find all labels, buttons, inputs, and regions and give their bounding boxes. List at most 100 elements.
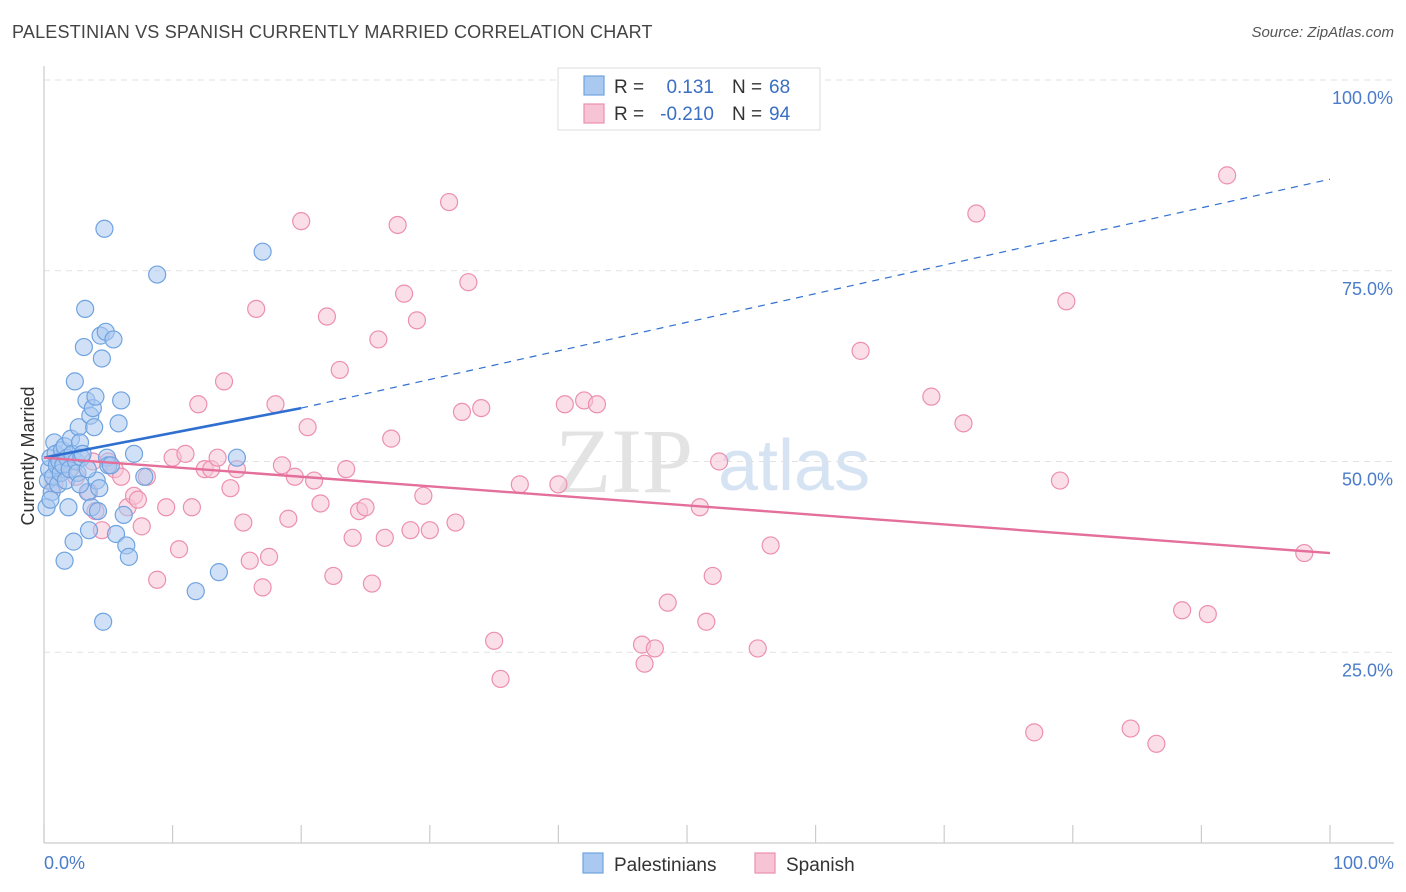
stats-legend-r-label-spanish: R =	[614, 104, 644, 125]
palestinians-point-67	[41, 490, 60, 509]
spanish-point-80	[761, 536, 780, 555]
spanish-point-59	[439, 192, 459, 212]
palestinians-point-60	[209, 563, 228, 582]
spanish-point-63	[472, 398, 491, 418]
palestinians-point-53	[114, 505, 133, 525]
spanish-point-85	[1025, 723, 1044, 742]
spanish-point-51	[375, 528, 394, 547]
spanish-point-21	[182, 498, 201, 517]
y-tick-label-3: 25.0%	[1342, 660, 1393, 680]
spanish-point-87	[1057, 292, 1076, 311]
legend-swatch-spanish	[754, 852, 776, 874]
spanish-point-68	[555, 395, 574, 414]
palestinians-point-51	[109, 414, 128, 433]
spanish-point-31	[247, 299, 266, 318]
spanish-point-73	[645, 639, 664, 658]
spanish-point-22	[189, 395, 208, 414]
trendline-palestinians-extension	[301, 178, 1331, 409]
spanish-point-48	[356, 498, 375, 517]
spanish-point-34	[266, 395, 285, 414]
trendline-palestinians	[43, 406, 302, 459]
source-label: Source: ZipAtlas.com	[1251, 24, 1394, 41]
chart-title: PALESTINIAN VS SPANISH CURRENTLY MARRIED…	[12, 22, 653, 42]
spanish-point-66	[491, 669, 510, 689]
spanish-point-55	[401, 521, 420, 540]
spanish-point-54	[394, 284, 414, 303]
spanish-point-45	[337, 460, 356, 479]
spanish-point-88	[1121, 719, 1140, 738]
spanish-point-42	[317, 307, 337, 326]
spanish-point-50	[369, 330, 388, 349]
palestinians-point-62	[253, 242, 272, 261]
palestinians-point-64	[55, 551, 74, 570]
spanish-point-49	[362, 574, 382, 593]
spanish-point-17	[157, 498, 176, 517]
spanish-point-13	[128, 490, 147, 509]
spanish-point-20	[176, 444, 195, 463]
spanish-point-41	[311, 494, 330, 513]
spanish-point-56	[407, 311, 427, 330]
stats-legend-swatch-palestinians	[583, 75, 605, 96]
stats-legend-n-label-palestinians: N =	[732, 77, 762, 98]
spanish-point-14	[132, 517, 151, 536]
spanish-point-86	[1050, 471, 1070, 490]
spanish-point-36	[279, 509, 298, 528]
stats-legend-r-value-spanish: -0.210	[660, 104, 714, 125]
palestinians-point-49	[104, 330, 123, 349]
spanish-point-60	[446, 513, 465, 532]
stats-legend: R = 0.131 N = 68 R = -0.210 N = 94	[557, 67, 821, 131]
y-axis-title: Currently Married	[18, 386, 38, 525]
palestinians-point-59	[186, 582, 205, 601]
x-tick-label-min: 0.0%	[44, 853, 85, 873]
spanish-point-33	[259, 547, 279, 566]
legend-label-spanish: Spanish	[786, 855, 855, 876]
spanish-point-43	[324, 566, 343, 586]
palestinians-point-44	[95, 219, 114, 238]
stats-legend-n-value-spanish: 94	[769, 104, 791, 125]
y-tick-labels: 100.0% 75.0% 50.0% 25.0%	[1332, 88, 1393, 680]
spanish-point-64	[485, 631, 504, 650]
stats-legend-n-label-spanish: N =	[732, 104, 762, 125]
spanish-point-35	[272, 456, 292, 475]
series-legend: Palestinians Spanish	[582, 852, 855, 876]
palestinians-point-57	[135, 467, 154, 486]
spanish-point-44	[330, 360, 349, 380]
spanish-point-26	[214, 372, 234, 391]
spanish-point-10	[112, 467, 131, 486]
palestinians-point-52	[112, 391, 131, 410]
spanish-point-79	[748, 639, 767, 658]
series-spanish-points	[45, 166, 1314, 753]
spanish-point-65	[510, 475, 529, 494]
stats-legend-swatch-spanish	[583, 103, 605, 124]
spanish-point-92	[1295, 543, 1314, 563]
spanish-point-67	[549, 475, 568, 494]
spanish-point-77	[703, 566, 722, 586]
palestinians-point-16	[59, 498, 78, 517]
spanish-point-91	[1198, 604, 1217, 624]
spanish-point-70	[587, 395, 607, 414]
palestinians-point-58	[148, 265, 167, 284]
spanish-point-72	[635, 654, 654, 673]
spanish-point-93	[1218, 166, 1237, 185]
palestinians-point-40	[90, 479, 109, 498]
y-tick-label-0: 100.0%	[1332, 88, 1393, 108]
spanish-point-61	[452, 402, 472, 422]
spanish-point-89	[1147, 734, 1166, 753]
spanish-point-52	[382, 429, 401, 448]
spanish-point-78	[710, 452, 729, 471]
spanish-point-84	[967, 204, 986, 223]
palestinians-point-50	[106, 524, 126, 544]
palestinians-point-61	[227, 448, 246, 467]
stats-legend-r-value-palestinians: 0.131	[666, 77, 714, 98]
series-palestinians-points	[37, 219, 272, 631]
palestinians-point-28	[74, 337, 93, 357]
spanish-point-58	[420, 521, 439, 540]
palestinians-point-43	[94, 612, 113, 631]
spanish-point-25	[208, 448, 227, 467]
x-tick-label-max: 100.0%	[1333, 853, 1394, 873]
spanish-point-81	[851, 341, 870, 360]
spanish-point-19	[169, 540, 189, 559]
palestinians-point-21	[65, 372, 84, 391]
stats-legend-n-value-palestinians: 68	[769, 77, 790, 98]
